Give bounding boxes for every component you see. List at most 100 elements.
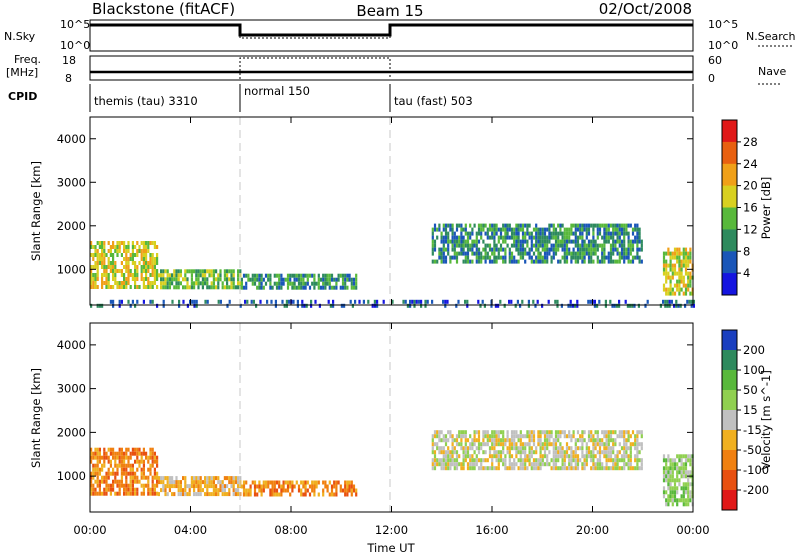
echo-cell xyxy=(107,249,110,253)
echo-cell xyxy=(609,251,613,256)
echo-cell xyxy=(625,446,628,451)
echo-cell xyxy=(147,285,150,289)
echo-cell xyxy=(550,235,553,240)
echo-cell xyxy=(350,492,353,497)
echo-cell xyxy=(669,478,672,483)
echo-cell xyxy=(636,243,639,248)
echo-cell xyxy=(614,454,617,459)
echo-cell xyxy=(676,462,679,467)
echo-cell xyxy=(471,438,474,443)
echo-cell xyxy=(107,475,110,480)
echo-cell xyxy=(114,245,117,249)
echo-cell xyxy=(282,281,285,286)
echo-cell xyxy=(528,446,531,451)
echo-cell xyxy=(519,251,522,256)
echo-cell xyxy=(678,275,681,280)
echo-cell xyxy=(442,247,445,252)
echo-cell xyxy=(197,273,200,278)
echo-cell xyxy=(112,487,115,492)
echo-cell xyxy=(230,273,233,278)
echo-cell xyxy=(603,259,606,264)
velocity-echoes xyxy=(90,430,694,507)
echo-cell xyxy=(618,239,621,244)
echo-cell xyxy=(92,467,95,472)
echo-cell xyxy=(240,484,243,489)
echo-cell xyxy=(273,480,276,485)
echo-cell xyxy=(604,299,607,304)
echo-cell xyxy=(451,239,454,244)
echo-cell xyxy=(330,488,334,493)
echo-cell xyxy=(210,281,213,286)
echo-cell xyxy=(346,488,349,493)
echo-cell xyxy=(513,434,516,439)
echo-cell xyxy=(491,235,494,240)
echo-cell xyxy=(684,462,688,467)
echo-cell xyxy=(223,269,226,274)
echo-cell xyxy=(462,239,465,244)
echo-cell xyxy=(524,442,527,447)
echo-cell xyxy=(127,265,130,269)
echo-cell xyxy=(149,471,152,476)
echo-cell xyxy=(269,277,272,282)
echo-cell xyxy=(506,231,509,236)
echo-cell xyxy=(134,487,137,492)
echo-cell xyxy=(530,454,533,459)
echo-cell xyxy=(539,458,542,463)
echo-cell xyxy=(134,277,137,281)
echo-cell xyxy=(568,251,571,256)
echo-cell xyxy=(521,458,525,463)
echo-cell xyxy=(219,488,222,493)
echo-cell xyxy=(451,450,454,455)
echo-cell xyxy=(612,462,615,467)
echo-cell xyxy=(473,462,476,467)
echo-cell xyxy=(304,484,307,489)
echo-cell xyxy=(151,269,154,273)
echo-cell xyxy=(295,480,298,485)
echo-cell xyxy=(539,446,542,451)
echo-cell xyxy=(120,269,123,273)
echo-cell xyxy=(168,273,171,278)
echo-cell xyxy=(123,257,126,261)
x-tick-label: 00:00 xyxy=(73,523,106,537)
echo-cell xyxy=(513,227,516,232)
echo-cell xyxy=(335,480,338,485)
echo-cell xyxy=(636,223,639,228)
echo-cell xyxy=(682,263,685,268)
echo-cell xyxy=(118,269,121,273)
echo-cell xyxy=(576,223,580,228)
echo-cell xyxy=(519,458,522,463)
echo-cell xyxy=(328,285,331,290)
echo-cell xyxy=(546,227,549,232)
echo-cell xyxy=(328,480,331,485)
echo-cell xyxy=(552,458,555,463)
echo-cell xyxy=(464,446,467,451)
echo-cell xyxy=(669,251,672,256)
echo-cell xyxy=(90,483,93,488)
echo-cell xyxy=(440,247,443,252)
echo-cell xyxy=(526,434,529,439)
echo-cell xyxy=(286,488,290,493)
echo-cell xyxy=(565,446,569,451)
echo-cell xyxy=(92,483,95,488)
echo-cell xyxy=(147,483,150,488)
echo-cell xyxy=(592,434,595,439)
echo-cell xyxy=(526,251,529,256)
echo-cell xyxy=(136,447,139,452)
echo-cell xyxy=(455,227,459,232)
echo-cell xyxy=(242,285,246,290)
echo-cell xyxy=(631,255,635,260)
echo-cell xyxy=(497,462,500,467)
echo-cell xyxy=(605,466,608,471)
echo-cell xyxy=(583,247,586,252)
echo-cell xyxy=(175,281,178,286)
echo-cell xyxy=(212,273,215,278)
echo-cell xyxy=(541,259,544,264)
echo-cell xyxy=(506,430,509,435)
echo-cell xyxy=(667,287,670,292)
echo-cell xyxy=(142,459,145,464)
echo-cell xyxy=(195,303,198,308)
echo-cell xyxy=(504,255,507,260)
echo-cell xyxy=(201,285,204,290)
echo-cell xyxy=(123,265,126,269)
